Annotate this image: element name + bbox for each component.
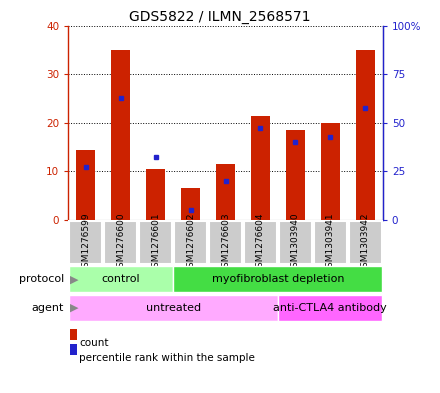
Text: anti-CTLA4 antibody: anti-CTLA4 antibody <box>274 303 387 313</box>
Bar <box>174 221 207 264</box>
Bar <box>278 295 382 321</box>
Bar <box>279 221 312 264</box>
Bar <box>173 266 382 292</box>
Text: GSM1276604: GSM1276604 <box>256 213 265 273</box>
Text: GSM1303942: GSM1303942 <box>361 213 370 273</box>
Text: untreated: untreated <box>146 303 201 313</box>
Text: ▶: ▶ <box>70 274 79 285</box>
Text: ▶: ▶ <box>70 303 79 313</box>
Bar <box>69 266 173 292</box>
Text: agent: agent <box>31 303 64 313</box>
Bar <box>104 221 137 264</box>
Bar <box>209 221 242 264</box>
Text: GSM1303941: GSM1303941 <box>326 212 335 273</box>
Bar <box>146 169 165 220</box>
Text: GSM1276601: GSM1276601 <box>151 212 160 273</box>
Text: GDS5822 / ILMN_2568571: GDS5822 / ILMN_2568571 <box>129 10 311 24</box>
Text: GSM1276603: GSM1276603 <box>221 212 230 273</box>
Bar <box>314 221 347 264</box>
Bar <box>244 221 277 264</box>
Bar <box>356 50 375 220</box>
Text: GSM1276599: GSM1276599 <box>81 212 90 273</box>
Text: protocol: protocol <box>18 274 64 285</box>
Bar <box>69 295 278 321</box>
Text: GSM1276600: GSM1276600 <box>116 212 125 273</box>
Bar <box>286 130 305 220</box>
Bar <box>139 221 172 264</box>
Text: GSM1303940: GSM1303940 <box>291 212 300 273</box>
Bar <box>69 221 102 264</box>
Bar <box>251 116 270 220</box>
Text: myofibroblast depletion: myofibroblast depletion <box>212 274 344 285</box>
Text: percentile rank within the sample: percentile rank within the sample <box>79 353 255 363</box>
Bar <box>76 150 95 220</box>
Bar <box>181 189 200 220</box>
Text: control: control <box>101 274 140 285</box>
Bar <box>321 123 340 220</box>
Bar <box>349 221 382 264</box>
Text: count: count <box>79 338 109 347</box>
Bar <box>111 50 130 220</box>
Bar <box>216 164 235 220</box>
Text: GSM1276602: GSM1276602 <box>186 213 195 273</box>
